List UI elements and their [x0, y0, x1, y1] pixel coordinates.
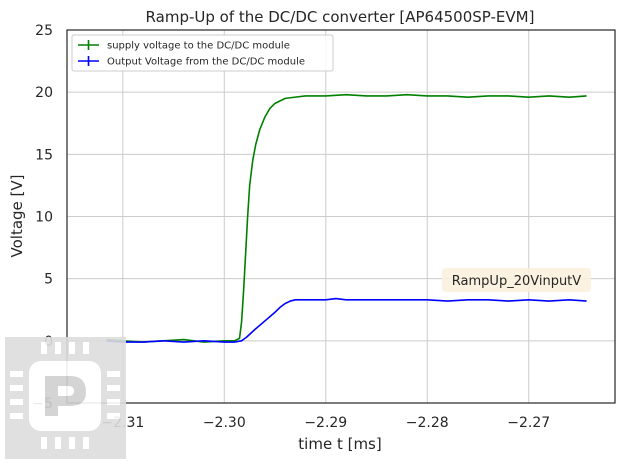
annotation-box [442, 268, 591, 292]
y-tick-label: 25 [35, 23, 53, 39]
y-tick-label: 5 [44, 272, 53, 288]
y-tick-label: 15 [35, 147, 53, 163]
y-axis-label: Voltage [V] [8, 175, 26, 258]
x-tick-label: −2.30 [203, 415, 246, 431]
legend-entry-supply: supply voltage to the DC/DC module [78, 40, 290, 52]
chart-title: Ramp-Up of the DC/DC converter [AP64500S… [146, 8, 535, 26]
y-tick-label: 10 [35, 210, 53, 226]
legend-label-output: Output Voltage from the DC/DC module [107, 57, 305, 68]
legend-label-supply: supply voltage to the DC/DC module [107, 41, 290, 52]
series-line-supply [106, 93, 587, 343]
legend-entry-output: Output Voltage from the DC/DC module [78, 56, 305, 68]
x-axis-label: time t [ms] [298, 435, 381, 453]
x-tick-label: −2.29 [304, 415, 347, 431]
y-tick-label: 20 [35, 85, 53, 101]
series-line-output [106, 297, 587, 343]
x-tick-label: −2.28 [406, 415, 449, 431]
series-layer [106, 93, 587, 343]
x-tick-label: −2.27 [507, 415, 550, 431]
legend-box [71, 34, 334, 72]
annotation: RampUp_20VinputV [442, 268, 591, 292]
plot-frame [66, 29, 616, 404]
annotation-text: RampUp_20VinputV [452, 274, 581, 289]
legend: supply voltage to the DC/DC module Outpu… [71, 34, 334, 72]
chip-logo-watermark [5, 337, 126, 459]
